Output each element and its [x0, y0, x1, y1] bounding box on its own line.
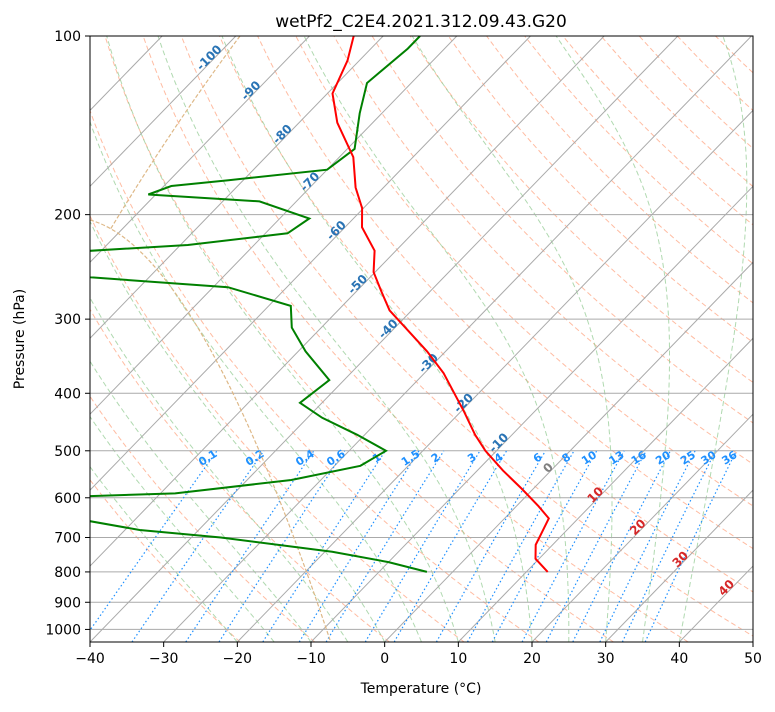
y-tick-label: 100 — [54, 29, 81, 45]
y-tick-label: 300 — [54, 312, 81, 328]
x-tick-label: 40 — [670, 651, 688, 667]
x-tick-label: −20 — [223, 651, 253, 667]
y-tick-label: 800 — [54, 565, 81, 581]
x-tick-label: 0 — [380, 651, 389, 667]
x-tick-label: 30 — [597, 651, 615, 667]
y-tick-label: 400 — [54, 386, 81, 402]
y-tick-label: 600 — [54, 491, 81, 507]
x-tick-label: 10 — [449, 651, 467, 667]
y-tick-label: 900 — [54, 595, 81, 611]
y-tick-label: 700 — [54, 531, 81, 547]
chart-title: wetPf2_C2E4.2021.312.09.43.G20 — [275, 12, 567, 32]
y-tick-label: 1000 — [45, 622, 81, 638]
x-axis-label: Temperature (°C) — [360, 681, 482, 697]
x-tick-label: −30 — [149, 651, 179, 667]
x-tick-label: 20 — [523, 651, 541, 667]
y-axis-label: Pressure (hPa) — [12, 289, 28, 389]
x-tick-label: −40 — [75, 651, 105, 667]
y-tick-label: 500 — [54, 444, 81, 460]
x-tick-label: −10 — [296, 651, 326, 667]
x-tick-label: 50 — [744, 651, 762, 667]
y-tick-label: 200 — [54, 208, 81, 224]
